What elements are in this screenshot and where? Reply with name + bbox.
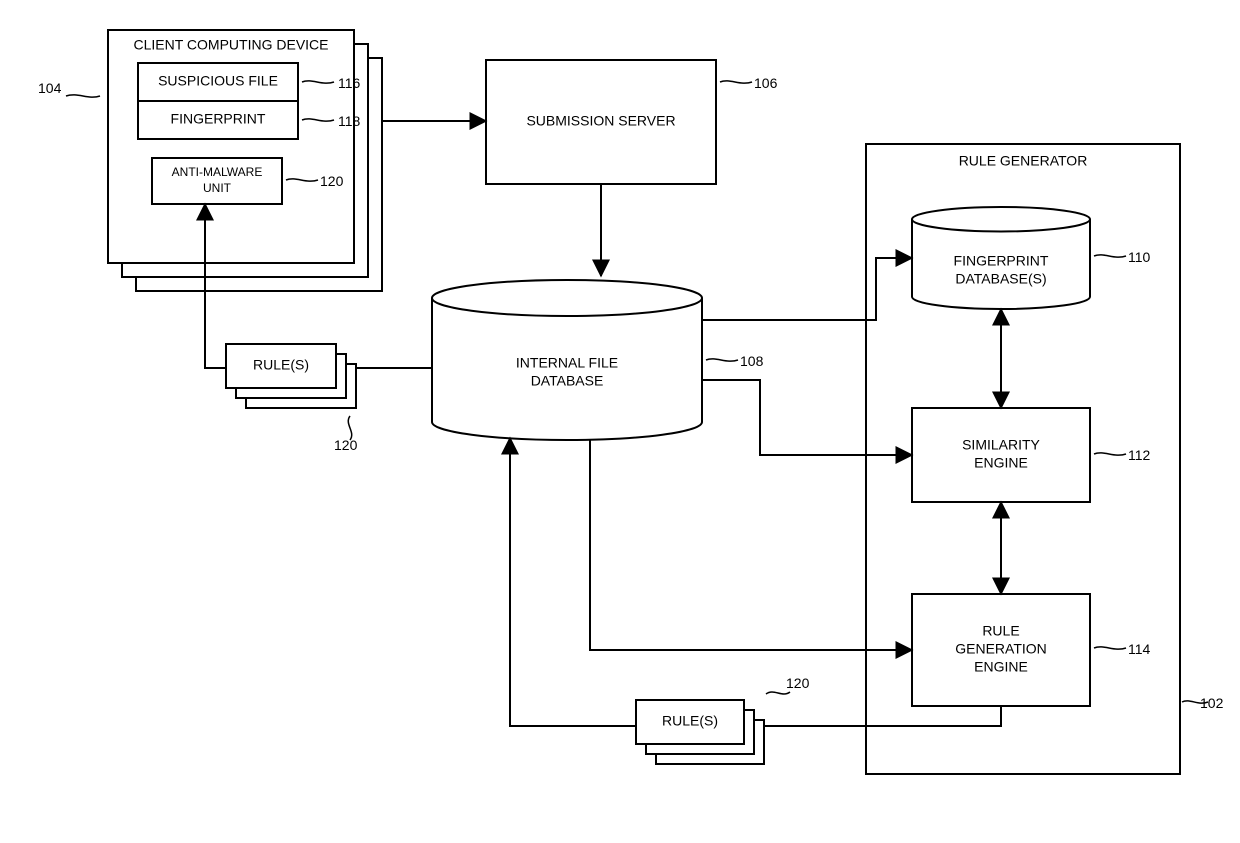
edge-rules-db xyxy=(510,438,636,726)
svg-text:CLIENT COMPUTING DEVICE: CLIENT COMPUTING DEVICE xyxy=(134,37,329,53)
ref-108: 108 xyxy=(740,353,764,369)
ref-120: 120 xyxy=(334,437,358,453)
ref-squiggle xyxy=(66,95,100,97)
ref-112: 112 xyxy=(1128,447,1151,463)
svg-text:SUSPICIOUS FILE: SUSPICIOUS FILE xyxy=(158,73,278,89)
svg-text:RULE(S): RULE(S) xyxy=(662,713,718,729)
svg-text:GENERATION: GENERATION xyxy=(955,641,1047,657)
svg-text:FINGERPRINT: FINGERPRINT xyxy=(171,111,266,127)
svg-text:DATABASE(S): DATABASE(S) xyxy=(955,271,1046,287)
ref-116: 116 xyxy=(338,75,361,91)
ref-squiggle xyxy=(720,81,752,83)
svg-text:DATABASE: DATABASE xyxy=(531,373,604,389)
svg-text:SIMILARITY: SIMILARITY xyxy=(962,437,1040,453)
svg-text:FINGERPRINT: FINGERPRINT xyxy=(954,253,1049,269)
ref-120: 120 xyxy=(320,173,344,189)
svg-text:ANTI-MALWARE: ANTI-MALWARE xyxy=(172,165,263,179)
ref-squiggle xyxy=(766,692,790,694)
ref-squiggle xyxy=(706,359,738,361)
ref-114: 114 xyxy=(1128,641,1151,657)
ref-106: 106 xyxy=(754,75,778,91)
svg-text:ENGINE: ENGINE xyxy=(974,659,1028,675)
svg-text:ENGINE: ENGINE xyxy=(974,455,1028,471)
ref-104: 104 xyxy=(38,80,62,96)
system-diagram: CLIENT COMPUTING DEVICE SUSPICIOUS FILE FI… xyxy=(0,0,1240,843)
ref-118: 118 xyxy=(338,113,361,129)
ref-120: 120 xyxy=(786,675,810,691)
svg-text:SUBMISSION SERVER: SUBMISSION SERVER xyxy=(526,113,675,129)
ref-102: 102 xyxy=(1200,695,1224,711)
svg-text:RULE GENERATOR: RULE GENERATOR xyxy=(959,153,1088,169)
svg-text:INTERNAL FILE: INTERNAL FILE xyxy=(516,355,618,371)
ref-110: 110 xyxy=(1128,249,1151,265)
edge-db-rulegen xyxy=(590,440,912,650)
svg-text:RULE(S): RULE(S) xyxy=(253,357,309,373)
svg-text:UNIT: UNIT xyxy=(203,181,232,195)
svg-text:RULE: RULE xyxy=(982,623,1019,639)
